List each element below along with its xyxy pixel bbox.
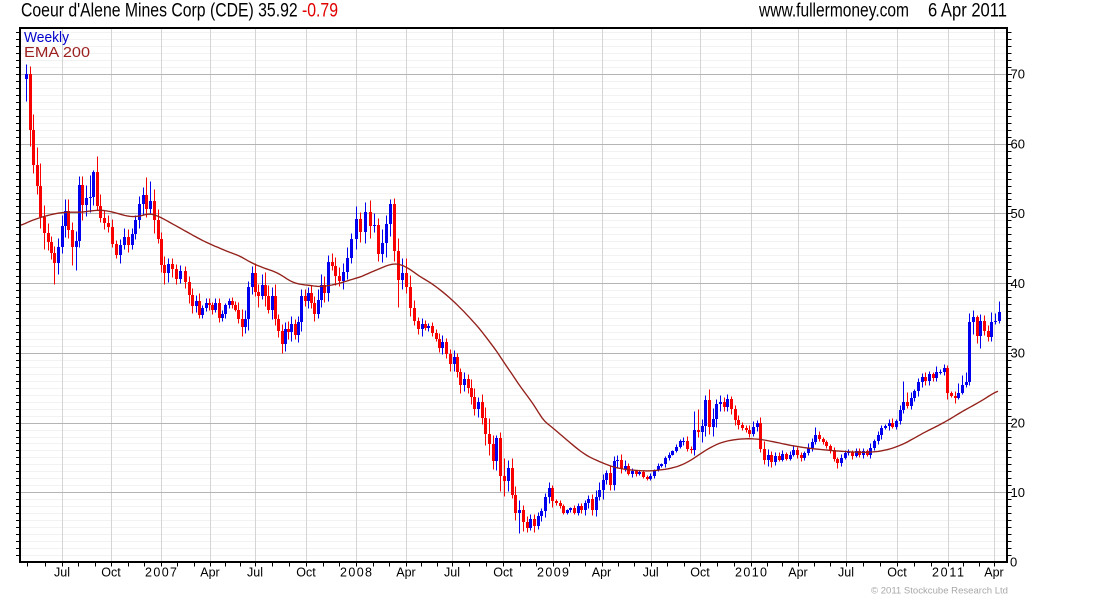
svg-text:30: 30 <box>1011 346 1026 361</box>
svg-text:Oct: Oct <box>296 566 316 580</box>
svg-text:70: 70 <box>1011 67 1026 82</box>
svg-text:2009: 2009 <box>537 566 569 580</box>
svg-text:Apr: Apr <box>200 566 219 580</box>
svg-text:Oct: Oct <box>493 566 513 580</box>
svg-text:Apr: Apr <box>396 566 415 580</box>
svg-text:Oct: Oct <box>101 566 121 580</box>
svg-text:EMA 200: EMA 200 <box>24 45 90 61</box>
svg-text:6 Apr 2011: 6 Apr 2011 <box>928 1 1007 22</box>
svg-text:0: 0 <box>1010 555 1017 570</box>
svg-text:Jul: Jul <box>643 566 659 580</box>
svg-text:Jul: Jul <box>247 566 263 580</box>
svg-text:Oct: Oct <box>887 566 907 580</box>
svg-text:2010: 2010 <box>735 566 767 580</box>
svg-text:40: 40 <box>1011 276 1026 291</box>
svg-text:Weekly: Weekly <box>24 30 70 46</box>
svg-text:www.fullermoney.com: www.fullermoney.com <box>758 1 909 22</box>
svg-text:Jul: Jul <box>54 566 70 580</box>
svg-text:Apr: Apr <box>984 566 1003 580</box>
svg-text:© 2011 Stockcube Research Ltd: © 2011 Stockcube Research Ltd <box>871 586 1008 596</box>
svg-text:Jul: Jul <box>444 566 460 580</box>
svg-text:Oct: Oct <box>690 566 710 580</box>
svg-text:60: 60 <box>1011 136 1026 151</box>
svg-text:2007: 2007 <box>145 566 177 580</box>
svg-text:10: 10 <box>1011 485 1026 500</box>
svg-text:Apr: Apr <box>592 566 611 580</box>
svg-text:50: 50 <box>1011 206 1026 221</box>
svg-text:2008: 2008 <box>340 566 372 580</box>
svg-text:Apr: Apr <box>788 566 807 580</box>
svg-text:20: 20 <box>1011 415 1026 430</box>
svg-text:Coeur d'Alene Mines Corp (CDE): Coeur d'Alene Mines Corp (CDE) 35.92 -0.… <box>21 1 338 22</box>
svg-text:Jul: Jul <box>838 566 854 580</box>
